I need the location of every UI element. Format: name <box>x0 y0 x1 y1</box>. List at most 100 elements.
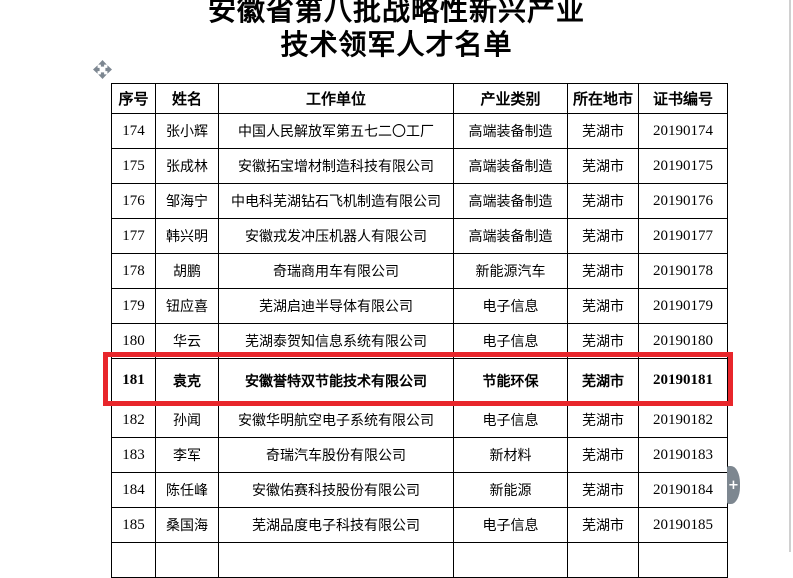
cell-name: 袁克 <box>155 358 219 403</box>
cell-no: 185 <box>111 507 156 543</box>
cell-industry: 高端装备制造 <box>453 113 568 149</box>
table-row-empty-partial <box>111 542 728 578</box>
cell-org: 芜湖泰贺知信息系统有限公司 <box>218 323 454 359</box>
table-row: 176 邹海宁 中电科芜湖钻石飞机制造有限公司 高端装备制造 芜湖市 20190176 <box>111 183 728 219</box>
column-header-4: 所在地市 <box>567 83 639 114</box>
cell-name: 李军 <box>155 437 219 473</box>
cell-no: 179 <box>111 288 156 324</box>
cell-org: 奇瑞汽车股份有限公司 <box>218 437 454 473</box>
cell-industry: 节能环保 <box>453 358 568 403</box>
cell-cert: 20190180 <box>638 323 728 359</box>
cell-no: 178 <box>111 253 156 289</box>
table-row: 179 钮应喜 芜湖启迪半导体有限公司 电子信息 芜湖市 20190179 <box>111 288 728 324</box>
cell-no: 182 <box>111 402 156 438</box>
cell-no-empty <box>111 542 156 578</box>
cell-cert: 20190181 <box>638 358 728 403</box>
cell-no: 175 <box>111 148 156 184</box>
cell-org: 芜湖启迪半导体有限公司 <box>218 288 454 324</box>
table-row: 178 胡鹏 奇瑞商用车有限公司 新能源汽车 芜湖市 20190178 <box>111 253 728 289</box>
column-header-2: 工作单位 <box>218 83 454 114</box>
table-row: 185 桑国海 芜湖品度电子科技有限公司 电子信息 芜湖市 20190185 <box>111 507 728 543</box>
table-row: 175 张成林 安徽拓宝增材制造科技有限公司 高端装备制造 芜湖市 20190175 <box>111 148 728 184</box>
cell-industry: 新能源 <box>453 472 568 508</box>
cell-city: 芜湖市 <box>567 183 639 219</box>
cell-city: 芜湖市 <box>567 218 639 254</box>
cell-industry: 新材料 <box>453 437 568 473</box>
cell-industry: 高端装备制造 <box>453 148 568 184</box>
table-move-handle-icon[interactable] <box>93 60 112 79</box>
cell-cert: 20190182 <box>638 402 728 438</box>
cell-no: 183 <box>111 437 156 473</box>
column-header-0: 序号 <box>111 83 156 114</box>
cell-cert: 20190183 <box>638 437 728 473</box>
cell-org: 奇瑞商用车有限公司 <box>218 253 454 289</box>
cell-no: 174 <box>111 113 156 149</box>
column-header-3: 产业类别 <box>453 83 568 114</box>
cell-city: 芜湖市 <box>567 437 639 473</box>
cell-industry: 高端装备制造 <box>453 218 568 254</box>
cell-cert: 20190184 <box>638 472 728 508</box>
cell-city: 芜湖市 <box>567 113 639 149</box>
cell-cert: 20190176 <box>638 183 728 219</box>
cell-no: 180 <box>111 323 156 359</box>
cell-industry: 电子信息 <box>453 402 568 438</box>
cell-name: 胡鹏 <box>155 253 219 289</box>
page-title-line1: 安徽省第八批战略性新兴产业 <box>207 0 585 27</box>
cell-city: 芜湖市 <box>567 358 639 403</box>
cell-org: 安徽佑赛科技股份有限公司 <box>218 472 454 508</box>
cell-org: 中国人民解放军第五七二〇工厂 <box>218 113 454 149</box>
cell-org-empty <box>218 542 454 578</box>
page-title-line2: 技术领军人才名单 <box>280 28 513 61</box>
cell-industry: 新能源汽车 <box>453 253 568 289</box>
cell-org: 安徽誉特双节能技术有限公司 <box>218 358 454 403</box>
cell-city: 芜湖市 <box>567 323 639 359</box>
cell-industry: 高端装备制造 <box>453 183 568 219</box>
cell-cert: 20190174 <box>638 113 728 149</box>
table-row: 182 孙闻 安徽华明航空电子系统有限公司 电子信息 芜湖市 20190182 <box>111 402 728 438</box>
cell-cert: 20190178 <box>638 253 728 289</box>
table-header-row: 序号 姓名 工作单位 产业类别 所在地市 证书编号 <box>111 83 728 114</box>
table-row: 177 韩兴明 安徽戎发冲压机器人有限公司 高端装备制造 芜湖市 20190177 <box>111 218 728 254</box>
cell-city-empty <box>567 542 639 578</box>
page-edge-divider <box>789 0 791 552</box>
talent-table: 序号 姓名 工作单位 产业类别 所在地市 证书编号 174 张小辉 中国人民解放军第五七二〇工… <box>111 83 728 578</box>
cell-name: 张小辉 <box>155 113 219 149</box>
cell-name-empty <box>155 542 219 578</box>
cell-city: 芜湖市 <box>567 148 639 184</box>
cell-name: 华云 <box>155 323 219 359</box>
column-header-1: 姓名 <box>155 83 219 114</box>
cell-cert: 20190177 <box>638 218 728 254</box>
cell-cert-empty <box>638 542 728 578</box>
page-title: 安徽省第八批战略性新兴产业 技术领军人才名单 <box>0 0 793 62</box>
cell-org: 安徽拓宝增材制造科技有限公司 <box>218 148 454 184</box>
cell-name: 韩兴明 <box>155 218 219 254</box>
cell-city: 芜湖市 <box>567 288 639 324</box>
cell-city: 芜湖市 <box>567 507 639 543</box>
cell-industry: 电子信息 <box>453 323 568 359</box>
table-row: 183 李军 奇瑞汽车股份有限公司 新材料 芜湖市 20190183 <box>111 437 728 473</box>
cell-industry: 电子信息 <box>453 507 568 543</box>
cell-industry-empty <box>453 542 568 578</box>
cell-name: 钮应喜 <box>155 288 219 324</box>
cell-no: 181 <box>111 358 156 403</box>
cell-no: 184 <box>111 472 156 508</box>
cell-name: 孙闻 <box>155 402 219 438</box>
cell-industry: 电子信息 <box>453 288 568 324</box>
cell-no: 176 <box>111 183 156 219</box>
cell-city: 芜湖市 <box>567 472 639 508</box>
cell-org: 芜湖品度电子科技有限公司 <box>218 507 454 543</box>
cell-cert: 20190185 <box>638 507 728 543</box>
plus-icon: + <box>728 477 739 493</box>
table-row-highlighted: 181 袁克 安徽誉特双节能技术有限公司 节能环保 芜湖市 20190181 <box>111 358 728 403</box>
cell-name: 陈任峰 <box>155 472 219 508</box>
column-header-5: 证书编号 <box>638 83 728 114</box>
cell-city: 芜湖市 <box>567 253 639 289</box>
cell-name: 桑国海 <box>155 507 219 543</box>
expand-handle-button[interactable]: + <box>727 466 740 504</box>
table-row: 180 华云 芜湖泰贺知信息系统有限公司 电子信息 芜湖市 20190180 <box>111 323 728 359</box>
table-row: 184 陈任峰 安徽佑赛科技股份有限公司 新能源 芜湖市 20190184 <box>111 472 728 508</box>
cell-org: 中电科芜湖钻石飞机制造有限公司 <box>218 183 454 219</box>
cell-cert: 20190175 <box>638 148 728 184</box>
cell-name: 邹海宁 <box>155 183 219 219</box>
table-row: 174 张小辉 中国人民解放军第五七二〇工厂 高端装备制造 芜湖市 20190174 <box>111 113 728 149</box>
